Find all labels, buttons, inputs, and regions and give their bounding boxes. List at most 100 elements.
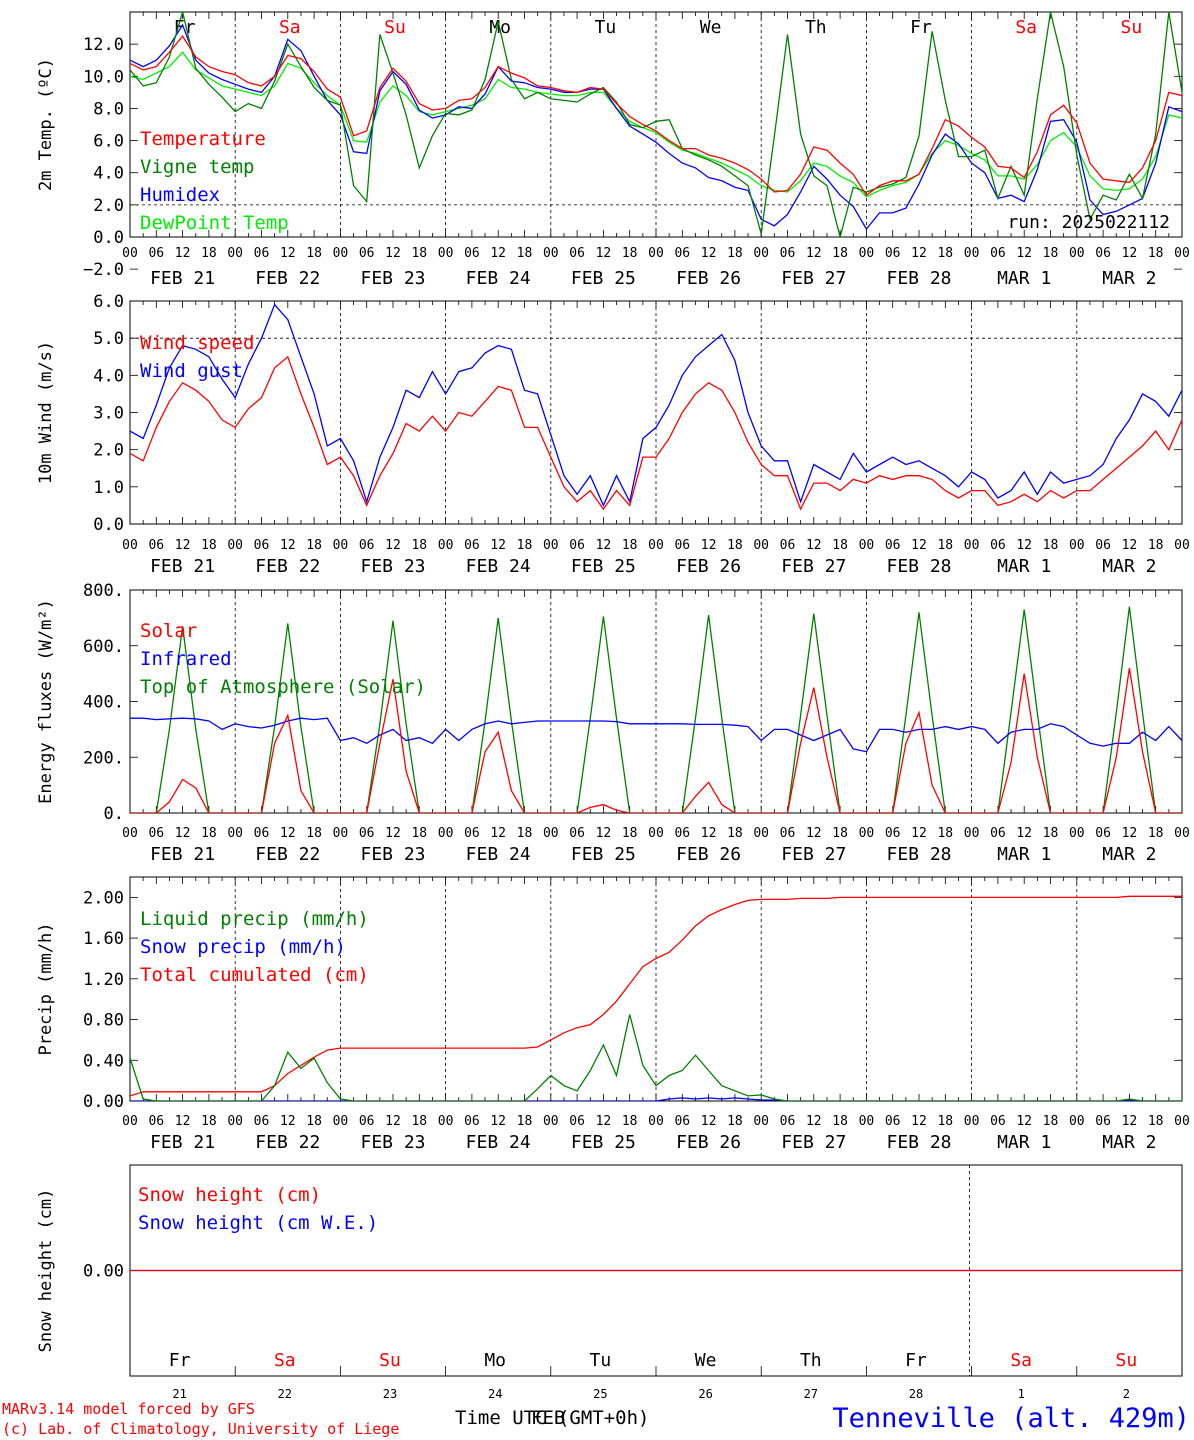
hour-tick-label: 00 <box>122 826 138 841</box>
hour-tick-label: 18 <box>832 246 848 261</box>
date-label: FEB 24 <box>466 268 531 289</box>
legend-entry: Snow height (cm) <box>138 1184 321 1206</box>
y-tick-label: 12.0 <box>83 35 124 55</box>
day-name-label: Sa <box>1015 17 1037 38</box>
hour-tick-label: 06 <box>990 826 1006 841</box>
hour-tick-label: 00 <box>753 538 769 553</box>
hour-tick-label: 12 <box>701 826 717 841</box>
hour-tick-label: 00 <box>648 826 664 841</box>
hour-tick-label: 06 <box>464 538 480 553</box>
y-tick-label: 0.0 <box>93 515 124 535</box>
legend-entry: Solar <box>140 620 197 642</box>
date-label: FEB 24 <box>466 1132 531 1153</box>
hour-tick-label: 18 <box>622 826 638 841</box>
day-name-label: Su <box>384 17 406 38</box>
hour-tick-label: 12 <box>1016 1114 1032 1129</box>
day-name-label: Su <box>379 1350 401 1371</box>
day-name-label: Sa <box>1010 1350 1032 1371</box>
hour-tick-label: 06 <box>885 246 901 261</box>
hour-tick-label: 00 <box>1174 1114 1190 1129</box>
day-number-label: 2 <box>1123 1387 1130 1401</box>
date-label: FEB 22 <box>255 844 320 865</box>
date-label: MAR 2 <box>1102 268 1156 289</box>
hour-tick-label: 12 <box>490 538 506 553</box>
y-tick-label: 0.80 <box>83 1011 124 1031</box>
hour-tick-label: 18 <box>201 246 217 261</box>
legend-entry: Humidex <box>140 184 220 206</box>
day-name-label: Fr <box>910 17 932 38</box>
legend-entry: DewPoint Temp <box>140 212 289 234</box>
credits-line-1: MARv3.14 model forced by GFS <box>2 1400 255 1418</box>
date-label: FEB 27 <box>781 268 846 289</box>
date-label: MAR 1 <box>997 1132 1051 1153</box>
hour-tick-label: 06 <box>1095 826 1111 841</box>
y-tick-label: −2.0 <box>83 260 124 280</box>
hour-tick-label: 00 <box>543 538 559 553</box>
legend-entry: Wind gust <box>140 360 243 382</box>
y-axis-title: 10m Wind (m/s) <box>36 341 56 484</box>
hour-tick-label: 12 <box>806 1114 822 1129</box>
hour-tick-label: 00 <box>859 246 875 261</box>
hour-tick-label: 06 <box>674 1114 690 1129</box>
hour-tick-label: 00 <box>1069 246 1085 261</box>
hour-tick-label: 00 <box>438 538 454 553</box>
date-label: MAR 1 <box>997 268 1051 289</box>
day-name-label: Th <box>800 1350 822 1371</box>
panel-1: 00 06 12 18 00 06 12 18 00 06 12 18 00 06 12 18 00 06 12 18… <box>36 11 1190 289</box>
panel-4: 00 06 12 18 00 06 12 18 00 06 12 18 00 06 12 18 00 06 12 18… <box>36 876 1190 1153</box>
hour-tick-label: 12 <box>1016 826 1032 841</box>
day-name-label: Fr <box>905 1350 927 1371</box>
day-name-label: We <box>695 1350 717 1371</box>
hour-tick-label: 06 <box>254 826 270 841</box>
hour-tick-label: 12 <box>1016 538 1032 553</box>
y-axis-title: Snow height (cm) <box>36 1189 56 1353</box>
hour-tick-label: 06 <box>148 538 164 553</box>
date-label: FEB 21 <box>150 844 215 865</box>
hour-tick-label: 00 <box>543 826 559 841</box>
day-name-label: Tu <box>595 17 617 38</box>
day-name-label: Su <box>1116 1350 1138 1371</box>
date-label: FEB 28 <box>886 268 951 289</box>
hour-tick-label: 06 <box>359 246 375 261</box>
y-tick-label: 2.0 <box>93 196 124 216</box>
hour-tick-label: 12 <box>280 826 296 841</box>
day-name-label: Th <box>805 17 827 38</box>
day-number-label: 23 <box>383 1387 397 1401</box>
hour-tick-label: 18 <box>832 538 848 553</box>
hour-tick-label: 06 <box>674 246 690 261</box>
date-label: FEB 26 <box>676 844 741 865</box>
date-label: FEB 22 <box>255 268 320 289</box>
series-line <box>130 1014 1182 1101</box>
hour-tick-label: 12 <box>490 1114 506 1129</box>
plot-frame <box>129 300 1183 525</box>
hour-tick-label: 06 <box>254 246 270 261</box>
hour-tick-label: 12 <box>911 246 927 261</box>
hour-tick-label: 12 <box>385 826 401 841</box>
date-label: FEB 23 <box>360 268 425 289</box>
hour-tick-label: 18 <box>411 246 427 261</box>
hour-tick-label: 18 <box>1148 826 1164 841</box>
hour-tick-label: 18 <box>727 826 743 841</box>
hour-tick-label: 12 <box>1122 538 1138 553</box>
hour-tick-label: 12 <box>175 246 191 261</box>
hour-tick-label: 00 <box>964 538 980 553</box>
legend-entry: Temperature <box>140 128 266 150</box>
hour-tick-label: 12 <box>175 826 191 841</box>
hour-tick-label: 00 <box>543 246 559 261</box>
series-line <box>130 12 1182 237</box>
hour-tick-label: 12 <box>911 826 927 841</box>
y-tick-label: 0.40 <box>83 1051 124 1071</box>
legend-entry: Wind speed <box>140 332 254 354</box>
date-label: FEB 27 <box>781 556 846 577</box>
hour-tick-label: 12 <box>1016 246 1032 261</box>
y-tick-label: 6.0 <box>93 292 124 312</box>
day-name-label: We <box>700 17 722 38</box>
hour-tick-label: 06 <box>885 826 901 841</box>
hour-tick-label: 06 <box>990 246 1006 261</box>
y-tick-label: 800. <box>83 581 124 601</box>
time-axis-label-overlay: FEB <box>531 1407 565 1429</box>
series-line <box>130 34 1182 197</box>
date-label: FEB 23 <box>360 556 425 577</box>
hour-tick-label: 06 <box>569 826 585 841</box>
